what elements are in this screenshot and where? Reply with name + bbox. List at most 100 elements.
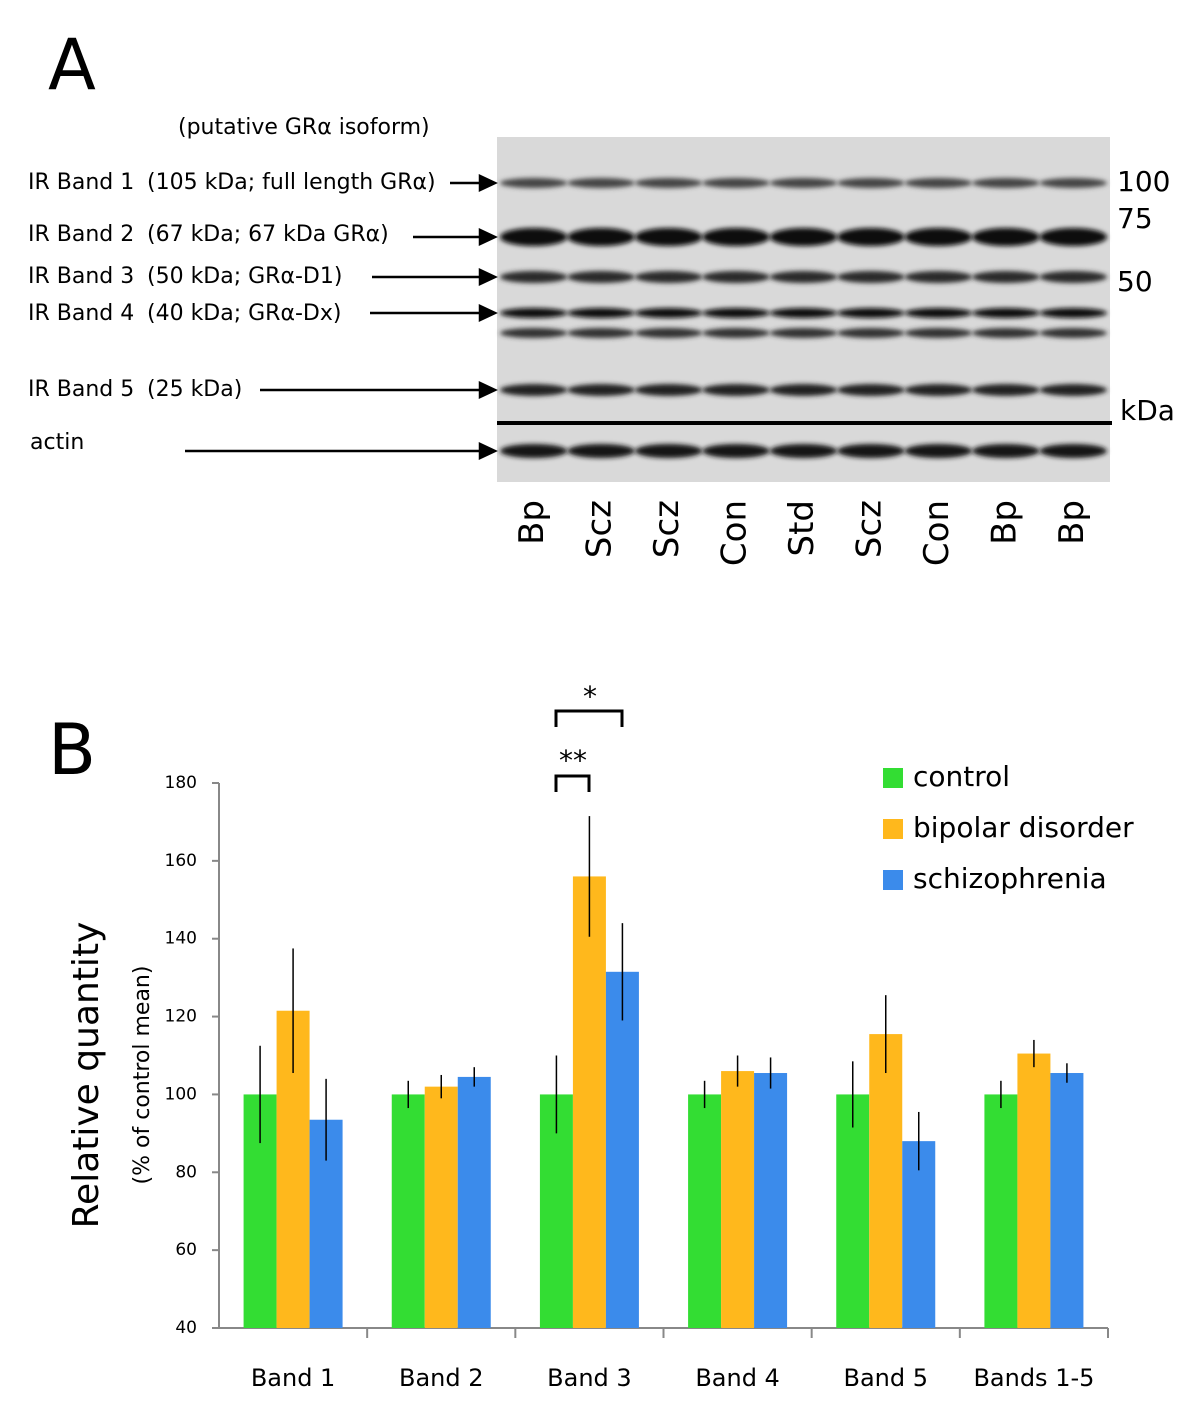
blot-band — [1039, 178, 1108, 188]
blot-band — [769, 444, 838, 458]
bar — [424, 1086, 458, 1328]
blot-band — [972, 271, 1040, 283]
blot-band — [904, 308, 973, 318]
blot-band — [634, 384, 703, 396]
blot-band — [634, 444, 703, 458]
blot-band — [702, 384, 770, 396]
blot-band — [702, 271, 770, 283]
blot-band — [904, 178, 973, 188]
x-tick-label: Band 1 — [251, 1364, 336, 1392]
bar — [984, 1094, 1018, 1328]
blot-band — [769, 271, 838, 283]
legend-swatch — [883, 819, 903, 839]
y-tick-label: 160 — [165, 851, 197, 871]
band-desc: (67 kDa; 67 kDa GRα) — [147, 222, 389, 247]
blot-band — [1039, 328, 1108, 338]
blot-band — [837, 228, 905, 246]
arrows — [185, 174, 498, 460]
blot — [497, 137, 1110, 482]
blot-band — [769, 178, 838, 188]
blot-band — [567, 384, 635, 396]
lane-label: Scz — [849, 500, 889, 558]
band-name: IR Band 4 — [28, 301, 134, 326]
y-tick-label: 140 — [165, 929, 197, 949]
actin-label: actin — [30, 430, 84, 455]
blot-band — [500, 328, 568, 338]
blot-band — [702, 308, 770, 318]
blot-band — [972, 178, 1040, 188]
blot-band — [904, 384, 973, 396]
x-tick-label: Band 5 — [843, 1364, 928, 1392]
bar — [572, 876, 606, 1328]
legend-label: schizophrenia — [913, 862, 1107, 895]
blot-band — [500, 228, 568, 246]
blot-band — [769, 328, 838, 338]
blot-band — [567, 444, 635, 458]
blot-band — [634, 228, 703, 246]
blot-band — [567, 271, 635, 283]
y-axis-label: Relative quantity — [66, 922, 107, 1229]
bar — [605, 971, 639, 1328]
blot-band — [769, 308, 838, 318]
bar — [869, 1034, 903, 1328]
bar — [688, 1094, 722, 1328]
annotation: ** — [559, 744, 587, 777]
marker-label: 100 — [1117, 165, 1170, 198]
y-tick-label: 80 — [175, 1162, 197, 1182]
lane-label: Bp — [1052, 500, 1092, 545]
bar — [902, 1141, 936, 1328]
bar — [1017, 1053, 1051, 1328]
marker-label: 75 — [1117, 202, 1153, 235]
legend-label: control — [913, 760, 1010, 793]
y-axis-sublabel: (% of control mean) — [130, 966, 155, 1185]
x-tick-label: Bands 1-5 — [973, 1364, 1094, 1392]
blot-band — [500, 178, 568, 188]
blot-band — [500, 308, 568, 318]
panel-label: B — [48, 709, 96, 791]
bar — [836, 1094, 870, 1328]
lane-label: Bp — [512, 500, 552, 545]
blot-band — [702, 328, 770, 338]
blot-band — [904, 444, 973, 458]
blot-band — [837, 308, 905, 318]
blot-band — [567, 178, 635, 188]
blot-band — [702, 444, 770, 458]
bar — [457, 1076, 491, 1328]
blot-band — [769, 228, 838, 246]
y-tick-label: 120 — [165, 1007, 197, 1027]
x-tick-label: Band 4 — [695, 1364, 780, 1392]
blot-band — [1039, 228, 1108, 246]
band-name: IR Band 3 — [28, 264, 134, 289]
blot-band — [972, 328, 1040, 338]
blot-band — [634, 271, 703, 283]
blot-band — [634, 328, 703, 338]
header: (putative GRα isoform) — [178, 115, 430, 140]
band-name: IR Band 5 — [28, 377, 134, 402]
bar — [1050, 1073, 1084, 1328]
blot-band — [1039, 308, 1108, 318]
marker-label: 50 — [1117, 265, 1153, 298]
blot-band — [567, 308, 635, 318]
lane-label: Scz — [580, 500, 620, 558]
y-tick-label: 60 — [175, 1240, 197, 1260]
legend-label: bipolar disorder — [913, 811, 1134, 844]
legend-swatch — [883, 768, 903, 788]
unit-label: kDa — [1120, 394, 1175, 427]
band-name: IR Band 1 — [28, 170, 134, 195]
blot-band — [837, 178, 905, 188]
blot-band — [500, 271, 568, 283]
blot-band — [500, 384, 568, 396]
blot-band — [837, 328, 905, 338]
blot-band — [567, 328, 635, 338]
blot-band — [972, 444, 1040, 458]
blot-band — [972, 228, 1040, 246]
blot-band — [904, 271, 973, 283]
lane-label: Bp — [984, 500, 1024, 545]
blot-band — [1039, 271, 1108, 283]
lane-label: Std — [782, 500, 822, 557]
lane-label: Con — [917, 500, 957, 566]
blot-band — [837, 271, 905, 283]
blot-band — [634, 308, 703, 318]
bar — [391, 1094, 425, 1328]
